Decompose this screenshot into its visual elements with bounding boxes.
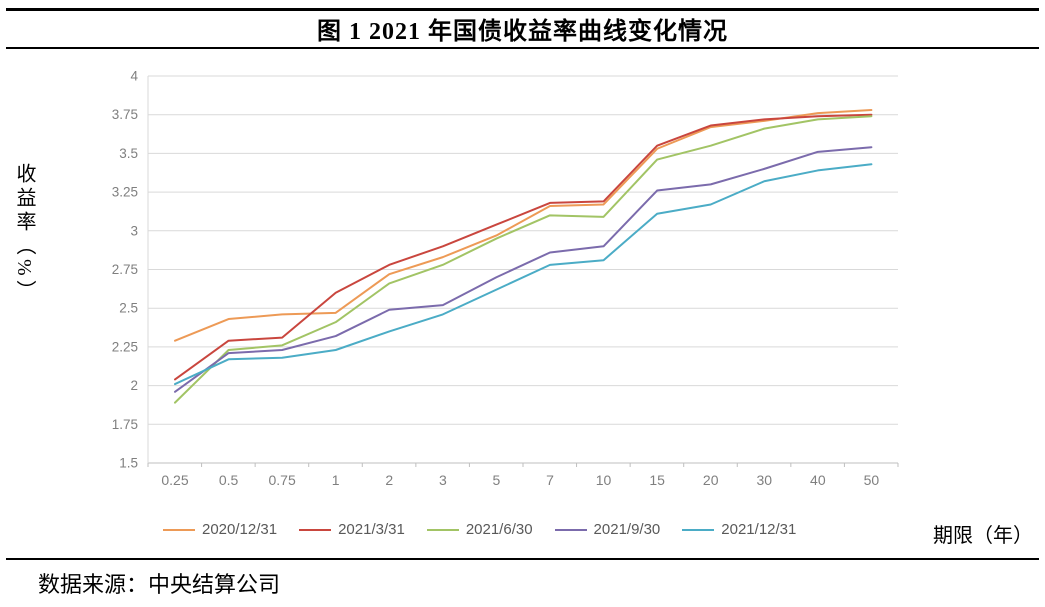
- x-tick-label: 3: [439, 472, 447, 488]
- series-line-2021/9/30: [174, 146, 873, 393]
- legend-label: 2021/3/31: [338, 521, 405, 538]
- x-tick-label: 10: [596, 472, 612, 488]
- y-tick-label: 3.5: [119, 146, 138, 161]
- title-underline-rule: [6, 47, 1039, 49]
- series-line-2021/6/30: [174, 115, 873, 404]
- legend-label: 2021/9/30: [593, 521, 661, 538]
- y-tick-label: 3.75: [112, 107, 138, 122]
- y-tick-label: 3: [130, 223, 138, 238]
- legend-item: 2021/9/30: [554, 521, 661, 538]
- x-axis-label: 期限（年）: [933, 525, 1033, 547]
- legend-label: 2021/6/30: [465, 521, 533, 538]
- y-axis-label: 收益率（%）: [13, 163, 35, 304]
- series-line-2021/3/31: [174, 113, 873, 381]
- x-tick-label: 1: [332, 472, 340, 488]
- y-tick-label: 1.75: [112, 417, 138, 432]
- legend-line-swatch: [682, 528, 715, 531]
- x-tick-label: 0.75: [269, 472, 296, 488]
- x-tick-label: 0.5: [219, 472, 239, 488]
- y-tick-label: 2.25: [112, 339, 138, 354]
- legend-item: 2021/12/31: [682, 521, 796, 538]
- top-rule: [6, 8, 1039, 11]
- y-tick-label: 3.25: [112, 185, 138, 200]
- x-tick-label: 7: [546, 472, 554, 488]
- legend-line-swatch: [426, 528, 459, 531]
- x-tick-label: 50: [864, 472, 880, 488]
- x-tick-label: 5: [493, 472, 501, 488]
- y-tick-label: 1.5: [119, 456, 138, 471]
- legend-item: 2021/3/31: [299, 521, 405, 538]
- x-tick-label: 2: [385, 472, 393, 488]
- legend-line-swatch: [163, 528, 195, 531]
- legend-label: 2021/12/31: [721, 521, 797, 538]
- series-line-2020/12/31: [174, 109, 873, 342]
- y-tick-label: 2: [130, 378, 138, 393]
- legend-label: 2020/12/31: [202, 521, 278, 538]
- legend-line-swatch: [554, 528, 587, 531]
- legend-line-swatch: [299, 528, 332, 531]
- legend: 2020/12/31 2021/3/31 2021/6/30 2021/9/30 202…: [163, 521, 796, 538]
- bottom-rule: [6, 558, 1039, 560]
- x-tick-label: 30: [756, 472, 772, 488]
- x-tick-label: 40: [810, 472, 826, 488]
- plot-svg: 1.5 1.75 2 2.25 2.5 2.75 3 3.25 3.5 3.75 4 0.25 0.5 0…: [112, 69, 899, 488]
- series-line-2021/12/31: [174, 163, 873, 386]
- x-tick-label: 0.25: [161, 472, 188, 488]
- chart-title: 图 1 2021 年国债收益率曲线变化情况: [317, 19, 728, 45]
- source-note: 数据来源：中央结算公司: [38, 572, 281, 597]
- legend-item: 2020/12/31: [163, 521, 277, 538]
- y-tick-label: 4: [130, 69, 138, 84]
- legend-item: 2021/6/30: [426, 521, 533, 538]
- y-tick-label: 2.75: [112, 262, 138, 277]
- x-tick-label: 15: [649, 472, 665, 488]
- x-tick-label: 20: [703, 472, 719, 488]
- y-tick-label: 2.5: [119, 301, 138, 316]
